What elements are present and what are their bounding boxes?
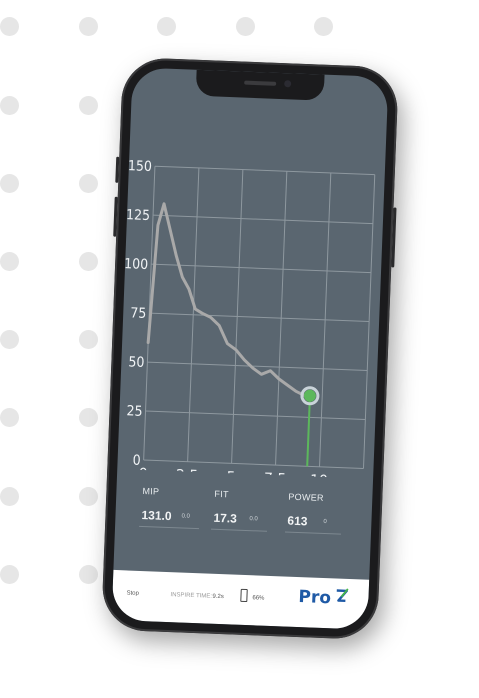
decorative-dot [79, 252, 98, 271]
phone-device: 0 25 50 75 100 125 150 0 2.5 5 7.5 10 MIP 131.0 0.0… [101, 56, 399, 641]
y-tick-label: 125 [126, 207, 151, 224]
x-tick-label: 0 [138, 466, 148, 479]
prowell-logo: Pro [298, 587, 332, 609]
metric-label: FIT [214, 488, 229, 500]
x-tick-label: 5 [226, 469, 236, 479]
x-tick-label: 10 [310, 472, 328, 478]
metric-fit: FIT 17.3 0.0 [211, 488, 268, 532]
decorative-dot [79, 487, 98, 506]
y-tick-label: 75 [130, 305, 147, 322]
marker-halo [300, 386, 320, 406]
y-tick-label: 50 [128, 354, 145, 371]
decorative-dot [79, 408, 98, 427]
pressure-chart: 0 25 50 75 100 125 150 0 2.5 5 7.5 10 [124, 159, 376, 479]
battery-level: 66% [252, 595, 265, 602]
grid-line-horizontal [154, 165, 375, 176]
bottom-status-bar: Stop INSPIRE TIME: 9.2s 66% Pro [111, 569, 370, 630]
battery-icon [240, 588, 248, 603]
decorative-dot [0, 330, 19, 349]
decorative-dot [314, 17, 333, 36]
metric-value: 131.0 [141, 507, 172, 524]
decorative-dot [79, 330, 98, 349]
grid-line-horizontal [149, 312, 370, 323]
decorative-dot [79, 17, 98, 36]
grid-line-horizontal [151, 263, 372, 274]
metric-sub-value: 0.0 [181, 513, 190, 520]
metric-label: POWER [288, 491, 325, 503]
inspire-time-value: 9.2s [212, 593, 224, 601]
metric-underline [284, 531, 341, 535]
metric-mip: MIP 131.0 0.0 [139, 485, 200, 530]
inspire-time-label: INSPIRE TIME: [170, 592, 213, 600]
decorative-dot [0, 408, 19, 427]
metric-sub-value: 0.0 [249, 516, 258, 523]
phone-screen: 0 25 50 75 100 125 150 0 2.5 5 7.5 10 MIP 131.0 0.0… [111, 67, 389, 630]
decorative-dot [79, 96, 98, 115]
marker-stem [306, 395, 311, 467]
decorative-dot [236, 17, 255, 36]
y-tick-label: 100 [124, 256, 149, 273]
series-line [146, 202, 312, 398]
decorative-dot [0, 252, 19, 271]
decorative-dot [79, 565, 98, 584]
metrics-panel: MIP 131.0 0.0 FIT 17.3 0.0 POWER 613 0 [114, 485, 373, 575]
phone-side-button [391, 207, 397, 268]
metric-value: 613 [287, 513, 308, 529]
decorative-dot [157, 17, 176, 36]
decorative-dot [0, 96, 19, 115]
phone-volume-button [115, 156, 120, 183]
grid-line-horizontal [153, 214, 373, 225]
grid-line-horizontal [145, 410, 366, 420]
metric-underline [211, 528, 268, 532]
logo-bolt-icon [336, 588, 349, 603]
y-tick-label: 150 [128, 159, 153, 175]
phone-volume-button [113, 196, 118, 237]
speaker-grille [244, 80, 277, 86]
metric-sub-value: 0 [323, 518, 327, 526]
front-camera [284, 80, 292, 88]
decorative-dot [0, 174, 19, 193]
grid-line-horizontal [147, 361, 368, 372]
decorative-dot [79, 174, 98, 193]
x-tick-label: 2.5 [176, 467, 199, 479]
metric-value: 17.3 [213, 510, 238, 526]
grid-line-horizontal [143, 459, 364, 469]
phone-notch [195, 69, 325, 101]
decorative-dot [0, 565, 19, 584]
stop-button[interactable]: Stop [126, 590, 139, 597]
metric-label: MIP [142, 485, 160, 497]
x-tick-label: 7.5 [264, 471, 287, 479]
current-value-marker [303, 389, 316, 402]
decorative-dot [0, 17, 19, 36]
metric-power: POWER 613 0 [284, 491, 341, 535]
y-tick-label: 25 [126, 403, 143, 420]
decorative-dot [0, 487, 19, 506]
y-tick-label: 0 [132, 453, 141, 469]
metric-underline [139, 525, 200, 530]
